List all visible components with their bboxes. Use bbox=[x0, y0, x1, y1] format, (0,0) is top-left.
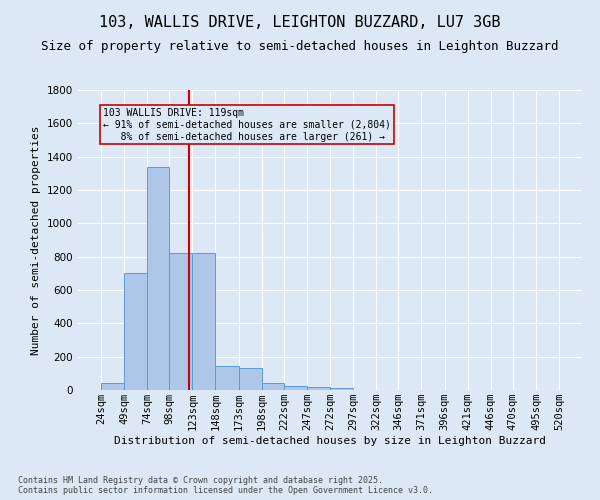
X-axis label: Distribution of semi-detached houses by size in Leighton Buzzard: Distribution of semi-detached houses by … bbox=[114, 436, 546, 446]
Bar bbox=[262, 384, 284, 390]
Bar bbox=[330, 388, 353, 390]
Text: 103, WALLIS DRIVE, LEIGHTON BUZZARD, LU7 3GB: 103, WALLIS DRIVE, LEIGHTON BUZZARD, LU7… bbox=[99, 15, 501, 30]
Bar bbox=[147, 166, 169, 390]
Bar bbox=[124, 274, 147, 390]
Bar bbox=[284, 386, 307, 390]
Bar bbox=[307, 386, 330, 390]
Bar bbox=[101, 384, 124, 390]
Bar bbox=[239, 368, 262, 390]
Bar bbox=[193, 254, 215, 390]
Y-axis label: Number of semi-detached properties: Number of semi-detached properties bbox=[31, 125, 41, 355]
Bar bbox=[215, 366, 239, 390]
Bar bbox=[169, 254, 193, 390]
Text: Contains HM Land Registry data © Crown copyright and database right 2025.
Contai: Contains HM Land Registry data © Crown c… bbox=[18, 476, 433, 495]
Text: Size of property relative to semi-detached houses in Leighton Buzzard: Size of property relative to semi-detach… bbox=[41, 40, 559, 53]
Text: 103 WALLIS DRIVE: 119sqm
← 91% of semi-detached houses are smaller (2,804)
   8%: 103 WALLIS DRIVE: 119sqm ← 91% of semi-d… bbox=[103, 108, 391, 142]
